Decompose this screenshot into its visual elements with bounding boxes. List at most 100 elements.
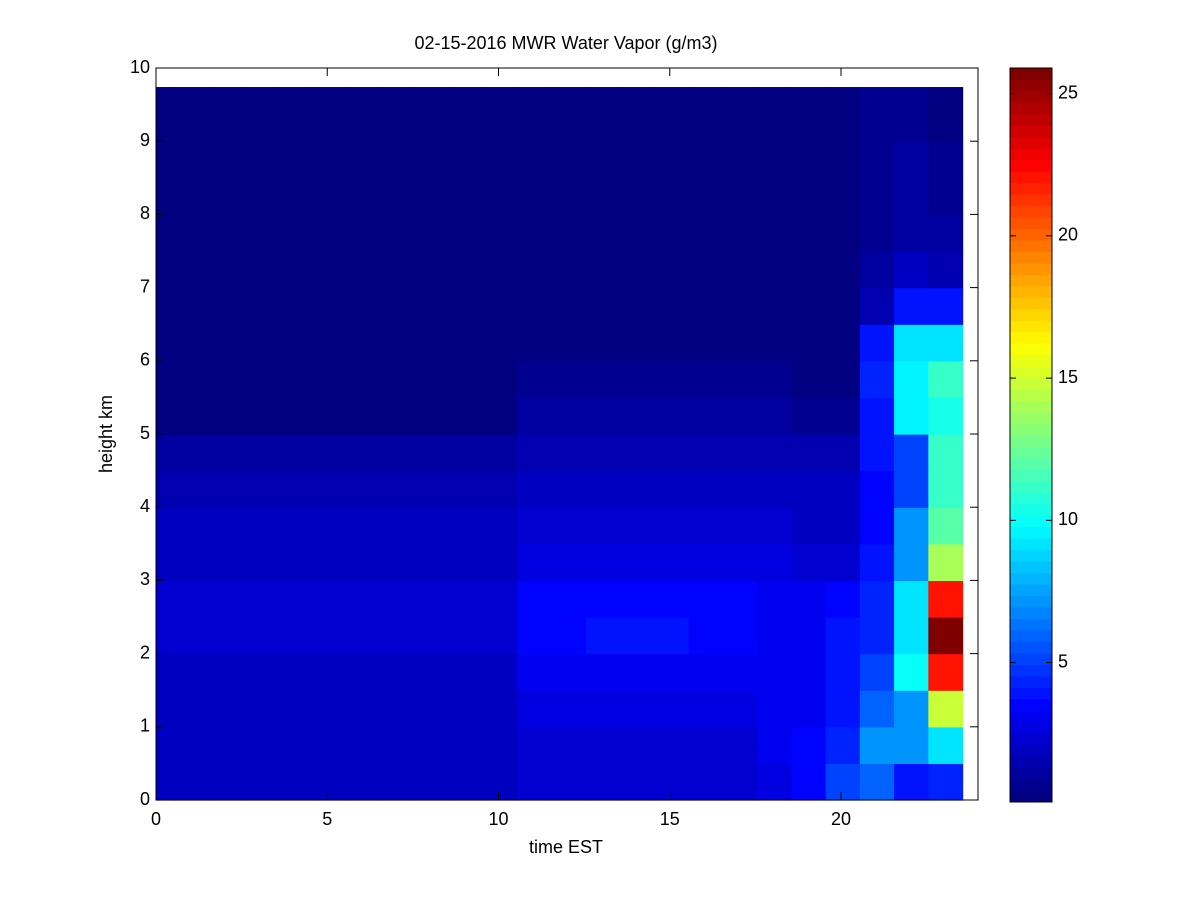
heatmap-cell [757,543,792,581]
heatmap-cell [346,251,381,289]
x-axis-label: time EST [529,837,603,857]
heatmap-cell [414,726,450,764]
heatmap-cell [414,214,450,252]
heatmap-cell [688,251,724,289]
heatmap-cell [517,141,553,179]
heatmap-cell [859,690,895,728]
heatmap-cell [928,251,964,289]
heatmap-cell [825,251,861,289]
heatmap-cell [585,214,621,252]
heatmap-cell [688,580,724,618]
heatmap-cell [346,470,381,508]
heatmap-cell [551,617,587,655]
colorbar-tick-label: 5 [1058,651,1068,671]
heatmap-cell [277,87,313,106]
heatmap-cell [654,617,690,655]
colorbar-swatch [1010,721,1052,734]
heatmap-cell [414,580,450,618]
heatmap-cell [209,397,244,435]
heatmap-cell [620,543,655,581]
colorbar-swatch [1010,217,1052,230]
heatmap-cell [156,87,176,106]
heatmap-cell [209,690,244,728]
heatmap-cell [380,177,416,215]
heatmap-cell [156,177,176,215]
heatmap-cell [380,763,416,801]
colorbar-swatch [1010,698,1052,711]
colorbar-swatch [1010,148,1052,161]
heatmap-cell [620,104,655,142]
colorbar-swatch [1010,446,1052,459]
heatmap-cell [156,251,176,289]
heatmap-cell [688,141,724,179]
heatmap-cell [551,690,587,728]
heatmap-cell [551,726,587,764]
heatmap-cell [209,434,244,472]
heatmap-cell [174,360,210,398]
heatmap-cell [825,360,861,398]
colorbar-swatch [1010,767,1052,780]
heatmap-cell [654,690,690,728]
heatmap-cell [414,507,450,545]
heatmap-cell [346,580,381,618]
heatmap-cell [859,543,895,581]
heatmap-cell [757,726,792,764]
colorbar-swatch [1010,297,1052,310]
heatmap-cell [722,324,758,362]
heatmap-cell [585,543,621,581]
heatmap-cell [517,690,553,728]
heatmap-cell [277,653,313,691]
heatmap-cell [551,580,587,618]
heatmap-cell [483,763,518,801]
heatmap-cell [380,470,416,508]
heatmap-cell [483,470,518,508]
x-tick-label: 0 [151,809,161,829]
heatmap-cell [654,653,690,691]
heatmap-cell [156,580,176,618]
heatmap-cell [757,653,792,691]
heatmap-cell [688,507,724,545]
heatmap-cell [654,251,690,289]
heatmap-cell [277,434,313,472]
heatmap-cell [859,177,895,215]
heatmap-cell [620,251,655,289]
heatmap-cell [448,251,484,289]
heatmap-cell [448,214,484,252]
heatmap-cell [791,726,827,764]
heatmap-cell [894,287,929,325]
heatmap-cell [243,434,279,472]
x-tick-label: 20 [831,809,851,829]
heatmap-cell [894,617,929,655]
heatmap-cell [620,324,655,362]
y-tick-label: 4 [140,496,150,516]
heatmap-cell [585,507,621,545]
heatmap-cell [448,543,484,581]
heatmap-cell [448,141,484,179]
y-tick-label: 7 [140,276,150,296]
heatmap-cell [791,104,827,142]
x-tick-label: 15 [660,809,680,829]
heatmap-cell [209,763,244,801]
heatmap-cell [859,580,895,618]
heatmap-cell [380,360,416,398]
heatmap-cell [517,251,553,289]
heatmap-cell [859,617,895,655]
colorbar-swatch [1010,136,1052,149]
heatmap-cell [654,87,690,106]
heatmap-cell [414,324,450,362]
colorbar-swatch [1010,526,1052,539]
heatmap-cell [174,104,210,142]
colorbar-swatch [1010,125,1052,138]
heatmap-cell [448,324,484,362]
heatmap-cell [928,177,964,215]
heatmap-cell [277,507,313,545]
heatmap-cell [654,726,690,764]
heatmap-cell [414,104,450,142]
heatmap-cell [448,763,484,801]
heatmap-cell [174,434,210,472]
heatmap-cell [928,763,964,801]
heatmap-cell [928,397,964,435]
heatmap-cell [688,617,724,655]
heatmap-cell [928,214,964,252]
heatmap-cell [757,434,792,472]
